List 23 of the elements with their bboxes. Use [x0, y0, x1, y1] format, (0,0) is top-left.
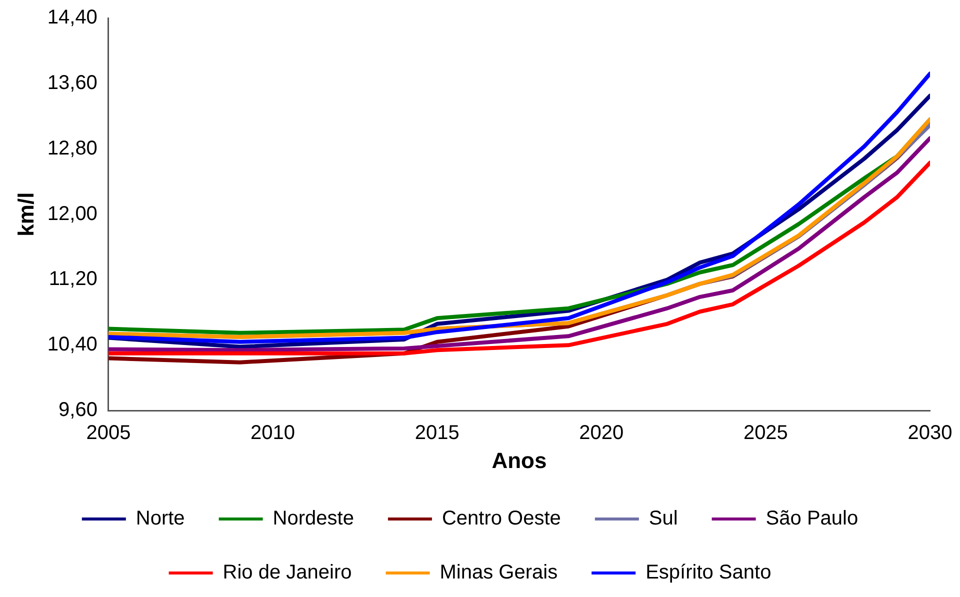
legend-label: Sul [648, 508, 678, 530]
x-tick-label: 2020 [579, 422, 624, 444]
legend-label: Espírito Santo [646, 562, 772, 584]
x-tick-label: 2010 [250, 422, 296, 444]
x-tick-label: 2015 [414, 422, 460, 444]
legend-label: São Paulo [766, 508, 858, 530]
y-tick-label: 12,00 [47, 202, 98, 225]
legend-label: Minas Gerais [440, 562, 558, 584]
x-tick-label: 2025 [743, 422, 788, 444]
y-tick-label: 10,40 [47, 334, 98, 356]
legend-label: Norte [136, 508, 185, 530]
legend-label: Nordeste [272, 508, 354, 530]
y-axis-title: km/l [13, 192, 38, 236]
y-tick-label: 13,60 [47, 72, 98, 94]
y-tick-label: 11,20 [48, 268, 98, 290]
x-tick-label: 2030 [908, 422, 952, 444]
x-tick-label: 2005 [86, 422, 131, 444]
y-tick-label: 14,40 [47, 6, 98, 29]
x-axis-title: Anos [492, 448, 547, 473]
y-tick-label: 9,60 [58, 399, 98, 422]
y-tick-label: 12,80 [47, 137, 98, 160]
legend-label: Rio de Janeiro [222, 562, 352, 584]
legend-label: Centro Oeste [442, 508, 561, 530]
